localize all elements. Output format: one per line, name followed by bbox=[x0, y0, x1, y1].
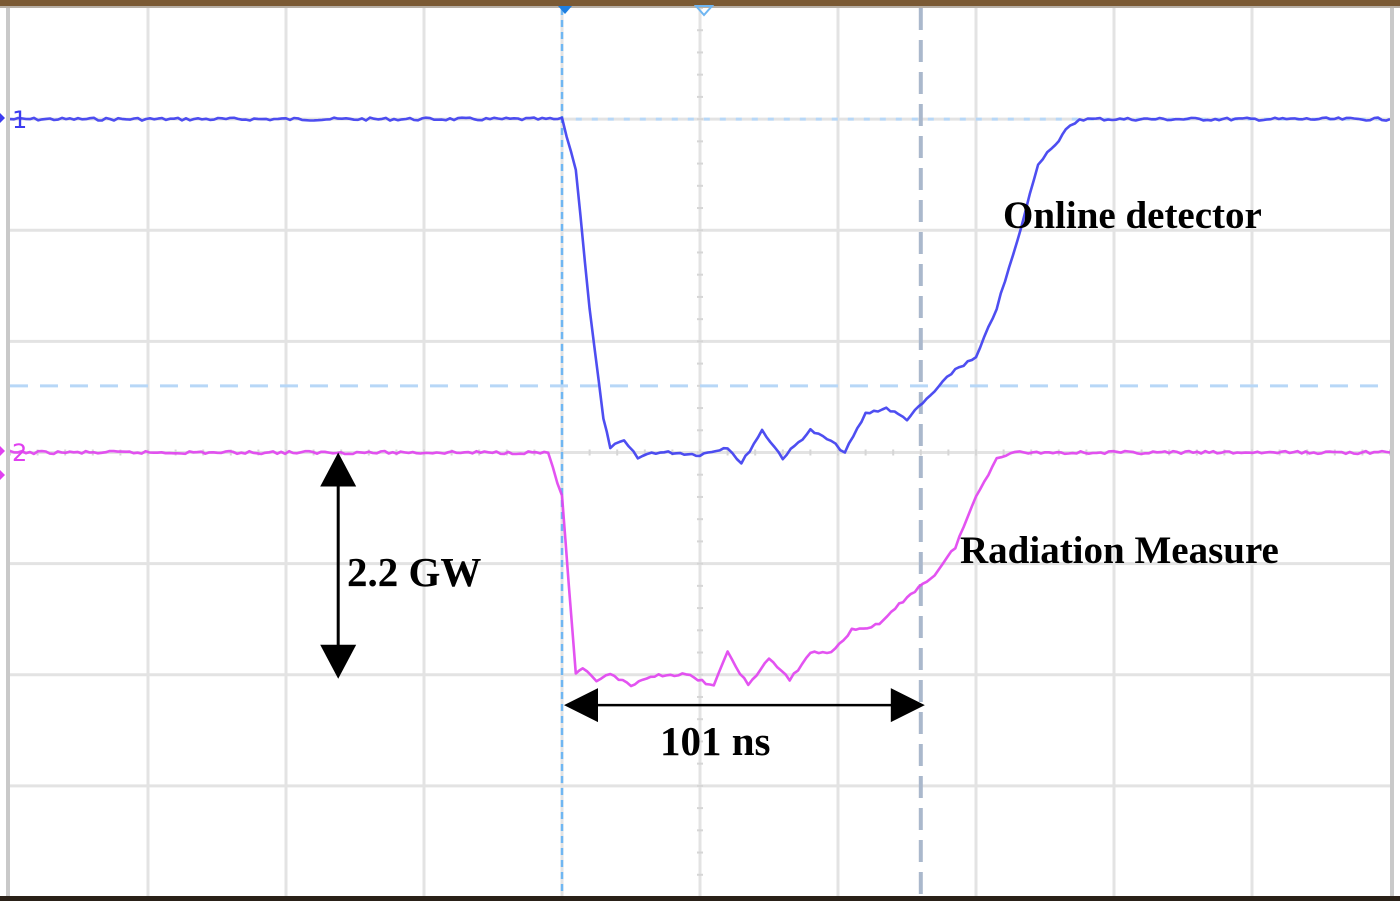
arrow-down-icon bbox=[320, 644, 357, 679]
arrow-right-icon bbox=[890, 688, 925, 723]
top-frame bbox=[0, 0, 1400, 6]
left-border bbox=[6, 8, 10, 896]
ch2-marker: 2 bbox=[12, 439, 27, 467]
trigger-marker-icon[interactable] bbox=[558, 6, 572, 14]
ch1-level-marker-icon[interactable] bbox=[0, 113, 5, 123]
online-detector-label: Online detector bbox=[1003, 194, 1262, 237]
ch2-level-marker-icon[interactable] bbox=[0, 446, 5, 456]
grid bbox=[9, 7, 1391, 898]
cursors bbox=[10, 8, 1390, 897]
arrow-up-icon bbox=[320, 452, 357, 487]
radiation-measure-label: Radiation Measure bbox=[960, 529, 1279, 572]
online-detector-trace bbox=[9, 116, 1391, 465]
arrow-left-icon bbox=[564, 688, 598, 723]
duration-label: 101 ns bbox=[660, 718, 771, 764]
traces bbox=[9, 116, 1391, 688]
radiation-measure-trace bbox=[9, 449, 1391, 688]
ch1-marker: 1 bbox=[12, 106, 27, 134]
ch2-offset-marker-icon[interactable] bbox=[0, 470, 5, 480]
trigger-position-marker-icon[interactable] bbox=[693, 5, 715, 17]
bottom-frame bbox=[0, 896, 1400, 901]
right-border bbox=[1390, 8, 1394, 896]
amplitude-label: 2.2 GW bbox=[347, 549, 482, 595]
annotation-arrows bbox=[320, 452, 925, 723]
